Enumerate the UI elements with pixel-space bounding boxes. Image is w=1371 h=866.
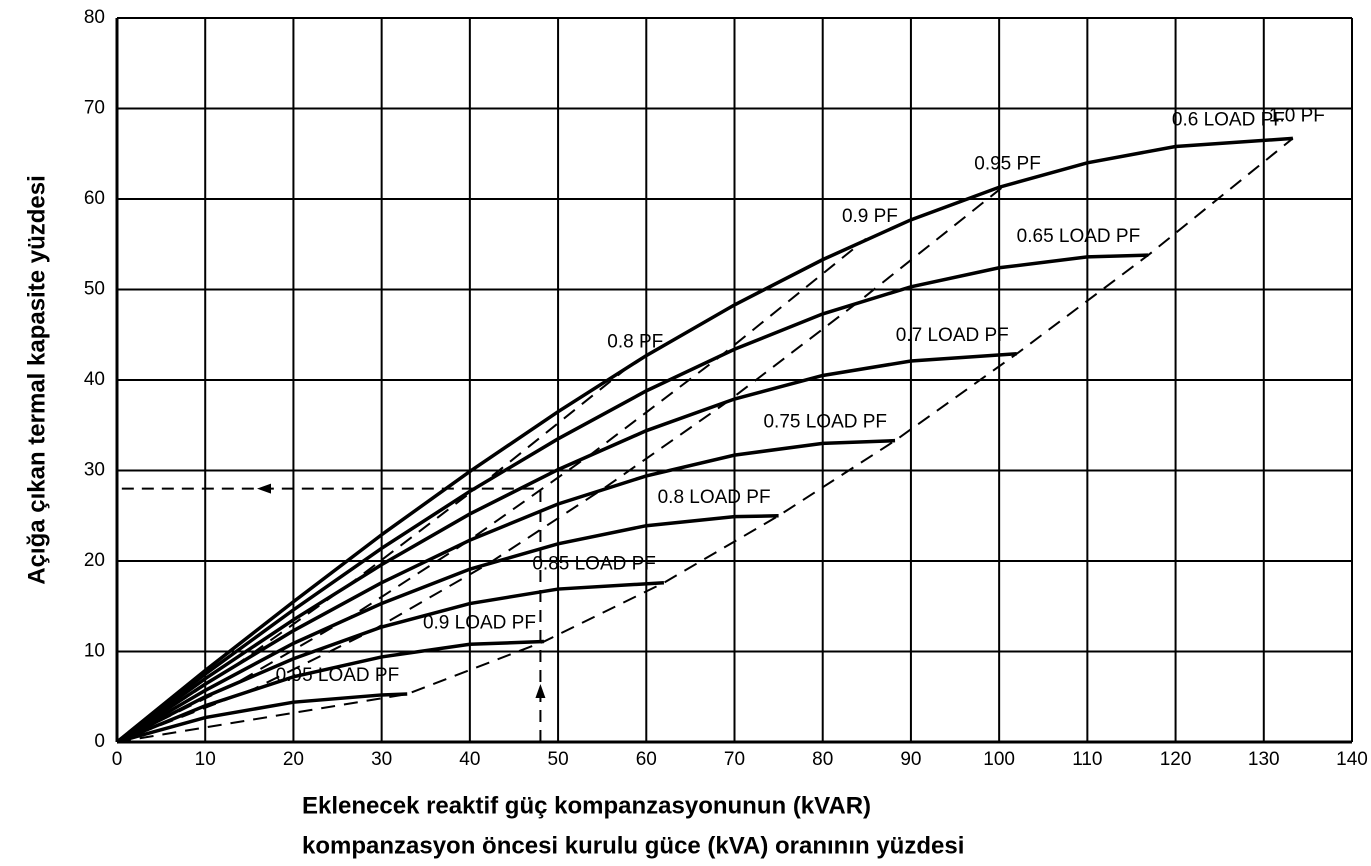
x-tick-label: 120 — [1160, 749, 1192, 770]
x-tick-label: 50 — [548, 749, 569, 770]
y-tick-label: 20 — [84, 550, 105, 571]
x-tick-label: 130 — [1248, 749, 1280, 770]
y-tick-label: 80 — [84, 7, 105, 28]
series-label: 0.6 LOAD PF — [1172, 109, 1285, 130]
load-curve — [115, 136, 1294, 744]
load-curve — [116, 438, 896, 744]
series-label: 0.85 LOAD PF — [532, 554, 656, 575]
series-label: 0.8 LOAD PF — [658, 487, 771, 508]
x-tick-label: 0 — [112, 749, 123, 770]
x-axis-label: kompanzasyon öncesi kurulu güce (kVA) or… — [302, 832, 964, 859]
y-tick-label: 40 — [84, 369, 105, 390]
x-tick-label: 10 — [195, 749, 216, 770]
series-label: 0.75 LOAD PF — [763, 412, 887, 433]
x-axis-label: Eklenecek reaktif güç kompanzasyonunun (… — [302, 792, 871, 819]
series-label: 0.9 PF — [842, 206, 898, 227]
pf-line — [116, 238, 867, 743]
x-tick-label: 80 — [812, 749, 833, 770]
y-tick-label: 50 — [84, 279, 105, 300]
y-tick-label: 70 — [84, 98, 105, 119]
y-tick-label: 0 — [94, 731, 105, 752]
series-label: 0.8 PF — [607, 332, 663, 353]
pf-line — [116, 137, 1294, 743]
series-label: 0.65 LOAD PF — [1017, 226, 1141, 247]
series-label: 1.0 PF — [1269, 105, 1325, 126]
x-tick-label: 20 — [283, 749, 304, 770]
x-tick-label: 70 — [724, 749, 745, 770]
x-tick-label: 100 — [983, 749, 1015, 770]
load-curve — [115, 253, 1149, 744]
y-tick-label: 10 — [84, 641, 105, 662]
load-curve — [115, 352, 1017, 744]
guide-line — [117, 487, 542, 742]
series-label: 0.95 LOAD PF — [276, 665, 400, 686]
guide-arrow — [257, 483, 271, 494]
series-label: 0.9 LOAD PF — [423, 613, 536, 634]
load-curve — [116, 514, 779, 744]
guide-arrow — [535, 684, 546, 698]
pf-line — [116, 185, 1005, 743]
load-curve — [116, 580, 665, 744]
pf-line — [116, 363, 632, 743]
series-label: 0.95 PF — [974, 153, 1041, 174]
x-tick-label: 60 — [636, 749, 657, 770]
x-tick-label: 140 — [1336, 749, 1368, 770]
y-axis-label: Açığa çıkan termal kapasite yüzdesi — [23, 175, 50, 585]
load-curve — [116, 639, 545, 744]
series-label: 0.7 LOAD PF — [896, 325, 1009, 346]
x-tick-label: 90 — [900, 749, 921, 770]
y-tick-label: 30 — [84, 460, 105, 481]
load-curve — [116, 692, 408, 744]
x-tick-label: 40 — [459, 749, 480, 770]
x-tick-label: 30 — [371, 749, 392, 770]
y-tick-label: 60 — [84, 188, 105, 209]
x-tick-label: 110 — [1072, 749, 1102, 770]
